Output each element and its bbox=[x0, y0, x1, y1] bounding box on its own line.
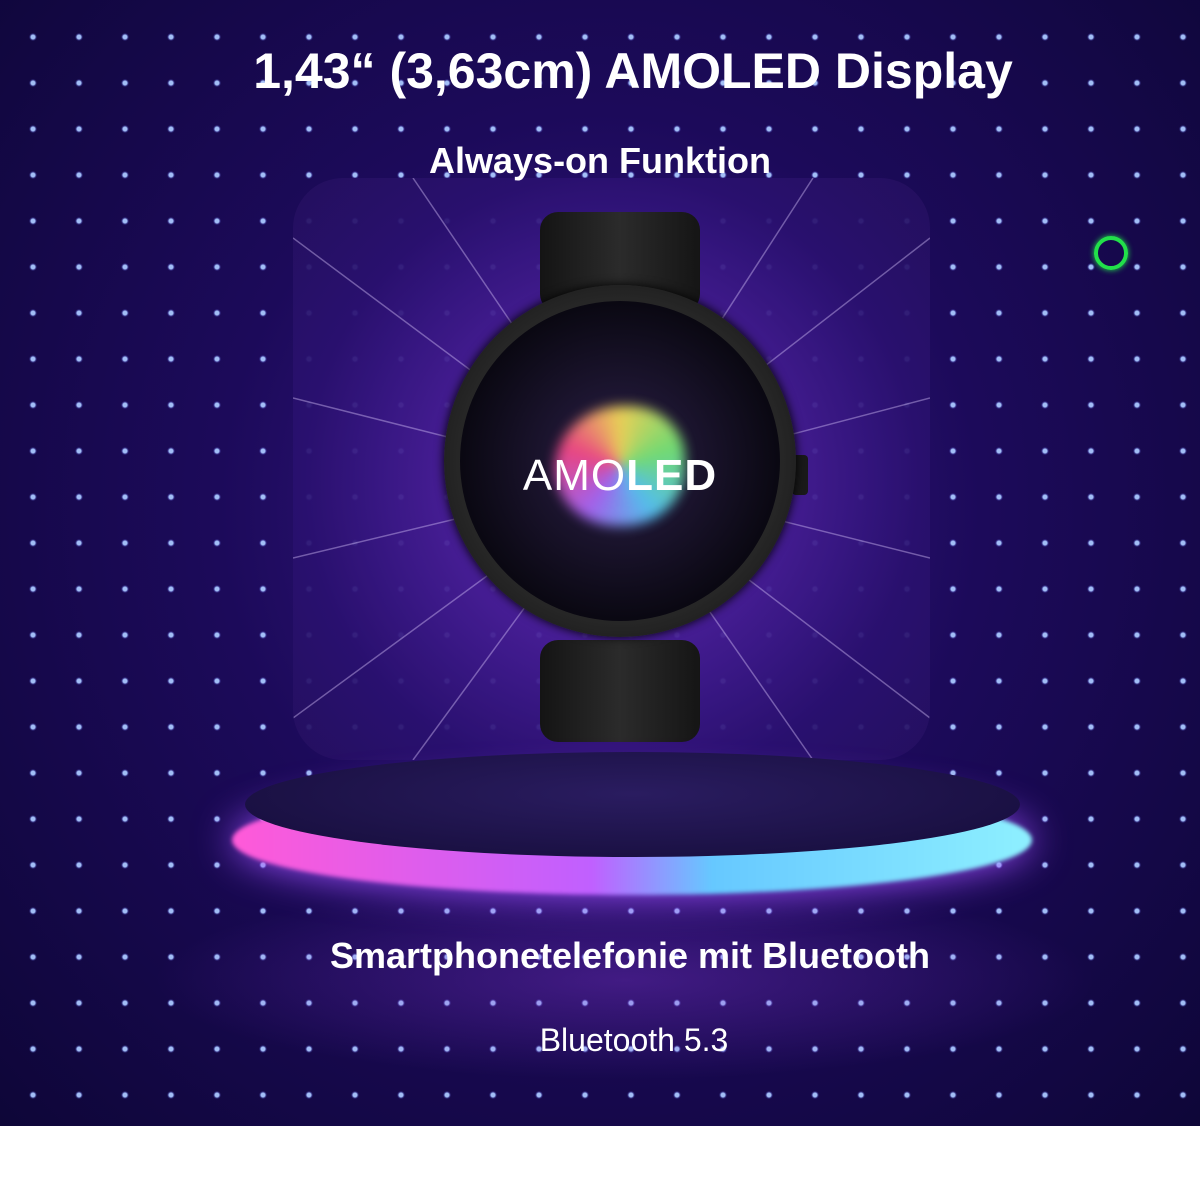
watch-strap-bottom bbox=[540, 640, 700, 742]
floor-reflection bbox=[150, 880, 1100, 1080]
watch-crown bbox=[792, 455, 808, 495]
amoled-logo-blob bbox=[555, 406, 685, 526]
product-banner: AMOLED 1,43“ (3,63cm) AMOLED Display Alw… bbox=[0, 0, 1200, 1126]
watch-face: AMOLED bbox=[460, 301, 780, 621]
headline: 1,43“ (3,63cm) AMOLED Display bbox=[253, 43, 1013, 99]
green-ring-icon bbox=[1094, 236, 1128, 270]
watch-case: AMOLED bbox=[444, 285, 796, 637]
amoled-logo-text: AMOLED bbox=[460, 451, 780, 501]
feature-always-on: Always-on Funktion bbox=[429, 140, 771, 181]
amoled-bold: LED bbox=[626, 451, 718, 500]
feature-bluetooth-calls: Smartphonetelefonie mit Bluetooth bbox=[329, 935, 930, 976]
amoled-light: AMO bbox=[522, 451, 627, 500]
platform-top bbox=[245, 752, 1020, 857]
feature-bluetooth-version: Bluetooth 5.3 bbox=[539, 1022, 729, 1058]
